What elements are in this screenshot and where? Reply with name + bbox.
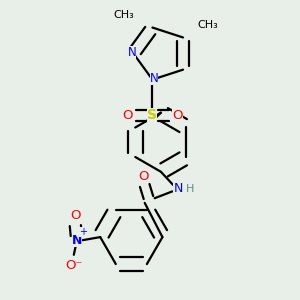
- Text: O: O: [70, 209, 81, 222]
- Text: +: +: [79, 227, 87, 237]
- Text: N: N: [128, 46, 136, 59]
- Text: N: N: [150, 72, 158, 85]
- Text: CH₃: CH₃: [113, 10, 134, 20]
- Text: O: O: [122, 109, 133, 122]
- Text: O: O: [138, 170, 148, 183]
- Text: N: N: [72, 234, 82, 247]
- Text: O⁻: O⁻: [65, 259, 82, 272]
- Text: CH₃: CH₃: [197, 20, 218, 30]
- Text: H: H: [186, 184, 194, 194]
- Text: O: O: [172, 109, 183, 122]
- Text: S: S: [147, 108, 158, 122]
- Text: N: N: [173, 182, 183, 195]
